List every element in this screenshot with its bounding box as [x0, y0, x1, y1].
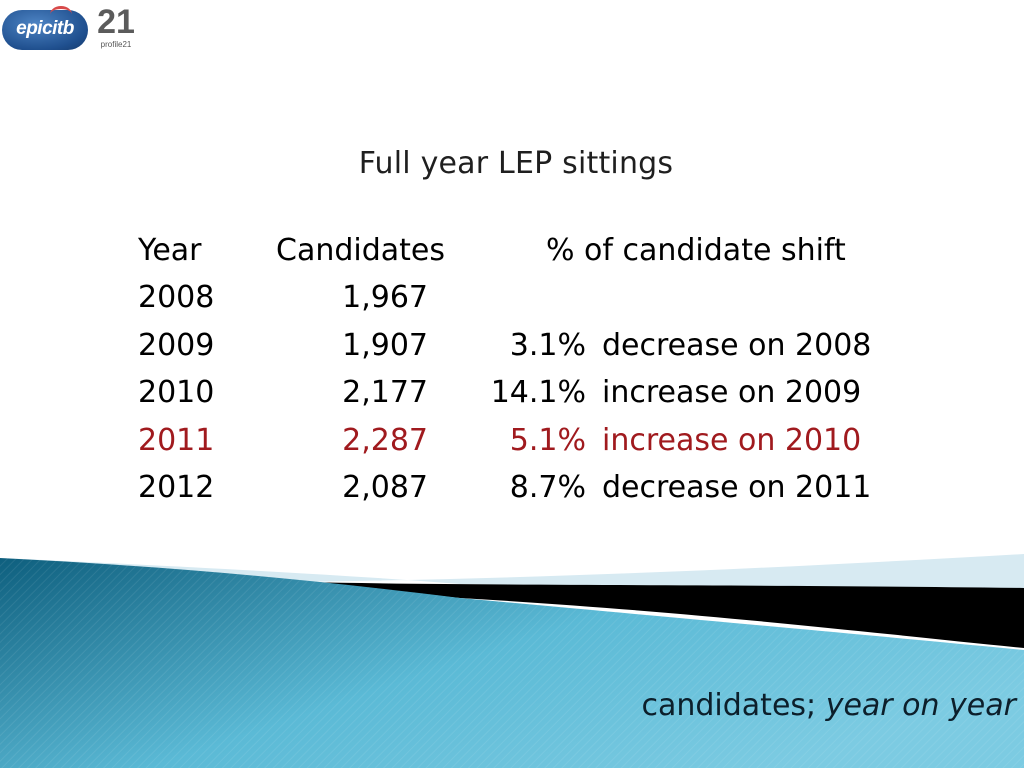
epic-itb-logo-text: epicitb — [16, 18, 74, 39]
row-year-highlight: 2011 — [138, 423, 215, 458]
row-percent: 3.1% — [509, 328, 586, 363]
row-percent-highlight: 5.1% — [509, 423, 586, 458]
black-band — [300, 582, 1024, 648]
row-candidates: 1,967 — [342, 280, 428, 315]
row-candidates: 2,087 — [342, 470, 428, 505]
row-candidates-highlight: 2,287 — [342, 423, 428, 458]
row-percent: 8.7% — [509, 470, 586, 505]
row-percent: 14.1% — [490, 375, 586, 410]
row-year: 2008 — [138, 280, 215, 315]
sittings-table: Year Candidates % of candidate shift 200… — [138, 233, 872, 505]
row-candidates: 1,907 — [342, 328, 428, 363]
row-description-highlight: increase on 2010 — [602, 423, 862, 458]
row-description: increase on 2009 — [602, 375, 862, 410]
epic-itb-logo: epicitb — [2, 6, 88, 50]
header-year: Year — [138, 233, 202, 268]
pale-band — [0, 554, 1024, 592]
profile21-logo-text: profile21 — [100, 40, 132, 49]
row-year: 2009 — [138, 328, 215, 363]
row-year: 2012 — [138, 470, 215, 505]
signal-arc-icon — [50, 6, 72, 23]
footer-caption-normal: candidates; — [641, 688, 826, 723]
footer-caption: candidates; year on year — [641, 688, 1016, 723]
footer-caption-italic: year on year — [825, 688, 1016, 723]
row-description: decrease on 2011 — [602, 470, 872, 505]
row-description: decrease on 2008 — [602, 328, 872, 363]
row-candidates: 2,177 — [342, 375, 428, 410]
profile21-logo: 21 profile21 — [96, 2, 136, 54]
profile21-logo-number: 21 — [97, 3, 135, 41]
logo-area: epicitb 21 profile21 — [0, 0, 140, 56]
row-year: 2010 — [138, 375, 215, 410]
header-shift: % of candidate shift — [546, 233, 846, 268]
slide-title: Full year LEP sittings — [358, 146, 674, 181]
decorative-waves — [0, 554, 1024, 768]
header-candidates: Candidates — [276, 233, 445, 268]
